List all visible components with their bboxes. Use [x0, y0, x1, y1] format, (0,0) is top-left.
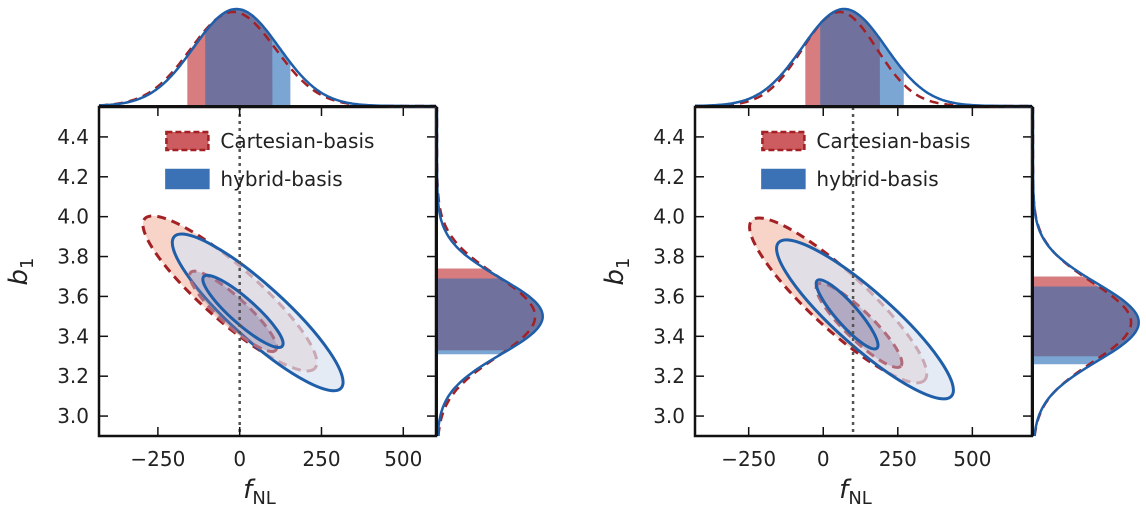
- x-axis-label: fNL: [839, 475, 872, 509]
- legend-label: hybrid-basis: [816, 167, 938, 191]
- y-tick-label: 4.2: [653, 165, 685, 189]
- y-tick-label: 3.2: [57, 364, 89, 388]
- x-tick-label: 500: [384, 447, 422, 471]
- y-tick-label: 4.0: [653, 205, 685, 229]
- y-axis-label-sub: 1: [613, 258, 634, 269]
- legend-label: Cartesian-basis: [816, 129, 970, 153]
- y-tick-label: 3.4: [57, 324, 89, 348]
- y-tick-label: 3.4: [653, 324, 685, 348]
- x-tick-label: −250: [721, 447, 776, 471]
- x-tick-label: 250: [879, 447, 917, 471]
- contour-cartesian-inner: [188, 269, 279, 354]
- y-axis-label: b1: [600, 258, 634, 286]
- y-tick-label: 3.6: [653, 284, 685, 308]
- top-band-overlap: [820, 9, 880, 106]
- right-band-overlap: [1033, 286, 1139, 357]
- legend-label: hybrid-basis: [220, 167, 342, 191]
- y-tick-label: 4.2: [57, 165, 89, 189]
- y-tick-label: 3.8: [653, 245, 685, 269]
- contour-hybrid-inner: [201, 273, 285, 350]
- right-curve-hybrid: [1031, 107, 1140, 437]
- legend-swatch: [761, 168, 806, 190]
- plot-frame: [97, 105, 438, 438]
- right-band-overlap: [437, 278, 543, 351]
- legend-swatch: [165, 168, 210, 190]
- top-curve-cartesian: [99, 10, 436, 108]
- y-axis-label: b1: [4, 258, 38, 286]
- y-tick-label: 4.4: [57, 125, 89, 149]
- legend-swatch: [761, 130, 806, 152]
- x-axis-label: fNL: [243, 475, 276, 509]
- y-tick-label: 4.0: [57, 205, 89, 229]
- right-curve-cartesian: [1031, 107, 1133, 437]
- x-tick-label: 250: [302, 447, 340, 471]
- y-tick-label: 3.8: [57, 245, 89, 269]
- main-plot: [748, 107, 955, 436]
- x-tick-label: 0: [817, 447, 830, 471]
- x-axis-label-sub: NL: [848, 488, 872, 509]
- y-tick-label: 3.2: [653, 364, 685, 388]
- panel-left: −250 0 250 500 3.0 3.2 3.4 3.6 3.8 4.0 4.2 4.4 fNL b1…: [4, 7, 544, 509]
- main-plot: [141, 107, 345, 436]
- y-tick-label: 4.4: [653, 125, 685, 149]
- x-tick-label: −250: [130, 447, 185, 471]
- y-tick-label: 3.0: [653, 404, 685, 428]
- contour-hybrid-inner: [814, 278, 880, 351]
- y-axis-label-sub: 1: [17, 258, 38, 269]
- plot-frame: [693, 105, 1034, 438]
- legend-label: Cartesian-basis: [220, 129, 374, 153]
- y-tick-label: 3.6: [57, 284, 89, 308]
- panel-right: −250 0 250 500 3.0 3.2 3.4 3.6 3.8 4.0 4.2 4.4 fNL b1…: [600, 7, 1140, 509]
- x-axis-label-sub: NL: [252, 488, 276, 509]
- y-tick-label: 3.0: [57, 404, 89, 428]
- top-band-overlap: [205, 9, 273, 106]
- x-tick-label: 0: [233, 447, 246, 471]
- legend-swatch: [165, 130, 210, 152]
- x-tick-label: 500: [953, 447, 991, 471]
